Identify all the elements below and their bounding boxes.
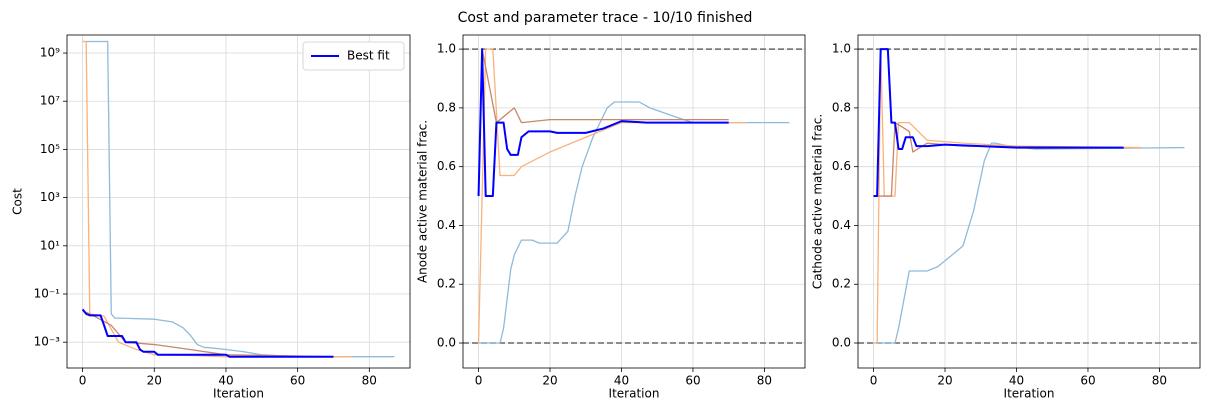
series-line [477,48,729,198]
figure-title: Cost and parameter trace - 10/10 finishe… [458,10,753,26]
y-tick-label: 10¹ [40,238,60,252]
x-tick-label: 0 [79,374,87,388]
y-tick-label: 0.4 [437,218,456,232]
y-axis-label: Cathode active material frac. [811,114,825,289]
y-tick-label: 0.2 [832,277,851,291]
axes-frame [66,34,411,369]
x-tick-label: 80 [1152,374,1167,388]
x-tick-label: 20 [542,374,557,388]
y-tick-label: 0.6 [832,159,851,173]
x-tick-label: 20 [147,374,162,388]
y-tick-label: 10⁹ [40,46,60,60]
x-tick-label: 40 [218,374,233,388]
legend-box [302,41,405,71]
x-tick-label: 40 [614,374,629,388]
y-tick-label: 0.2 [437,277,456,291]
x-axis-label: Iteration [609,387,660,401]
y-tick-label: 10⁵ [40,142,60,156]
y-tick-label: 10⁻³ [34,335,61,349]
legend-label: Best fit [347,49,390,63]
y-axis-label: Anode active material frac. [416,120,430,283]
y-tick-label: 0.8 [832,100,851,114]
x-tick-label: 60 [1080,374,1095,388]
series-line [873,48,1124,198]
x-axis-label: Iteration [1004,387,1055,401]
x-tick-label: 60 [685,374,700,388]
y-tick-label: 10³ [40,190,60,204]
y-tick-label: 0.8 [437,100,456,114]
y-tick-label: 0.4 [832,218,851,232]
x-tick-label: 80 [362,374,377,388]
x-tick-label: 60 [290,374,305,388]
plot-area [477,48,790,344]
axes-frame [462,34,806,369]
y-axis-label: Cost [11,188,25,215]
series-line [478,101,790,344]
y-tick-label: 0.0 [437,336,456,350]
x-tick-label: 0 [475,374,483,388]
x-axis-label: Iteration [213,387,264,401]
series-line [477,48,747,344]
series-line [873,142,1185,344]
series-line [82,40,352,358]
series-line [873,48,1142,344]
y-tick-label: 0.6 [437,159,456,173]
y-tick-label: 10⁻¹ [34,287,61,301]
x-tick-label: 40 [1009,374,1024,388]
y-tick-label: 10⁷ [40,94,60,108]
y-tick-label: 0.0 [832,336,851,350]
axes-frame [857,34,1201,369]
y-tick-label: 1.0 [832,42,851,56]
x-tick-label: 0 [870,374,878,388]
plot-area [873,48,1185,344]
x-tick-label: 20 [937,374,952,388]
plot-area [81,40,395,358]
series-line [81,308,334,358]
y-tick-label: 1.0 [437,42,456,56]
x-tick-label: 80 [757,374,772,388]
